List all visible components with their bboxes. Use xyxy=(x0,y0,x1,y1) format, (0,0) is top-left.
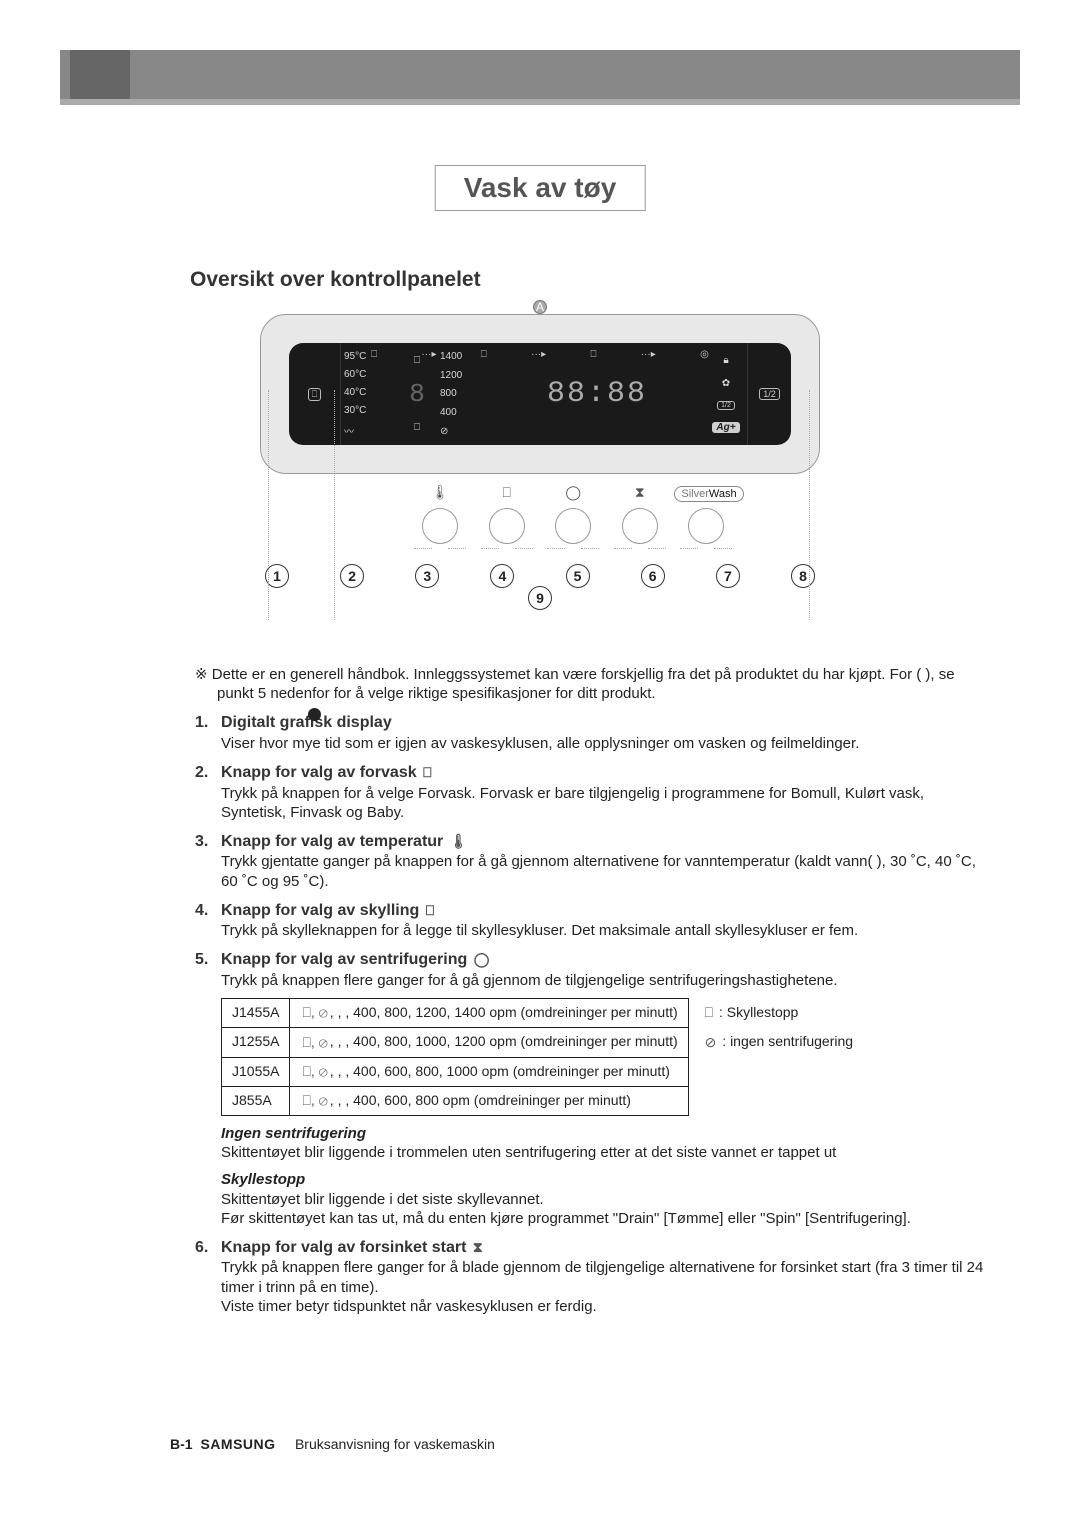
marker-3: 3 xyxy=(415,564,439,588)
delay-inline-icon: ⧗ xyxy=(473,1239,483,1257)
temp-30: 30°C xyxy=(344,405,394,416)
time-readout: 88:88 xyxy=(547,377,647,411)
model-cell: J1055A xyxy=(222,1057,290,1086)
water-icon: ✿ xyxy=(722,378,730,389)
seg7-left: 8 xyxy=(409,379,425,409)
display-panel: ⎕···▸ ⎕···▸ ⎕···▸ ◎ ⎕ 95°C 60°C 40°C 30°… xyxy=(260,314,820,474)
item-4: 4.Knapp for valg av skylling ⎕ Trykk på … xyxy=(195,901,990,941)
item-6: 6.Knapp for valg av forsinket start ⧗ Tr… xyxy=(195,1238,990,1316)
header-accent xyxy=(70,50,130,99)
top-tub-icon: ⎕ xyxy=(590,349,596,360)
rinse-bottom-icon: ⎕ xyxy=(414,422,420,433)
item-5: 5.Knapp for valg av sentrifugering ◯ Try… xyxy=(195,950,990,1228)
brand-name: SAMSUNG xyxy=(200,1436,275,1452)
footer-text: Bruksanvisning for vaskemaskin xyxy=(295,1436,495,1452)
header-bar xyxy=(60,50,1020,105)
page-number: B-1 xyxy=(170,1436,193,1452)
item-2: 2.Knapp for valg av forvask ⎕ Trykk på k… xyxy=(195,763,990,822)
dial-3 xyxy=(408,508,472,554)
top-rinse-icon: ⎕ xyxy=(481,349,487,360)
sub-no-spin-body: Skittentøyet blir liggende i trommelen u… xyxy=(221,1144,836,1161)
leader-2 xyxy=(334,390,335,620)
legend-no-spin: ⊘ : ingen sentrifugering xyxy=(688,1028,863,1057)
cold-icon: 〰 xyxy=(344,423,394,438)
basin-icon: ⎕ xyxy=(475,484,539,502)
control-panel-figure: A ⎕···▸ ⎕···▸ ⎕···▸ ◎ ⎕ 95°C 60°C 40°C 3… xyxy=(255,300,825,610)
spin-inline-icon: ◯ xyxy=(474,951,490,969)
dial-7 xyxy=(674,508,738,554)
sub-rinse-hold-title: Skyllestopp xyxy=(221,1170,990,1189)
dial-slot-2 xyxy=(342,508,406,554)
table-row: J1455A ⎕, ⊘, , , 400, 800, 1200, 1400 op… xyxy=(222,999,864,1028)
thermometer-inline-icon: 🌡︎ xyxy=(450,833,468,851)
marker-8: 8 xyxy=(791,564,815,588)
spin-1200: 1200 xyxy=(440,370,486,381)
dial-slot-1 xyxy=(275,508,339,554)
marker-7: 7 xyxy=(716,564,740,588)
half-load-label: 1/2 xyxy=(759,388,780,400)
marker-6: 6 xyxy=(641,564,665,588)
sub-rinse-hold-body: Skittentøyet blir liggende i det siste s… xyxy=(221,1191,911,1227)
spin-800: 800 xyxy=(440,388,486,399)
prewash-icon: ⎕ xyxy=(308,388,321,401)
filled-circle-icon xyxy=(308,708,321,721)
page-footer: B-1 SAMSUNG Bruksanvisning for vaskemask… xyxy=(170,1436,495,1452)
spin-400: 400 xyxy=(440,407,486,418)
spin-cycle-icon: ◯ xyxy=(541,484,605,502)
blank-cell-8 xyxy=(741,484,805,502)
model-cell: J1455A xyxy=(222,999,290,1028)
spin-speed-table: J1455A ⎕, ⊘, , , 400, 800, 1200, 1400 op… xyxy=(221,998,864,1116)
model-cell: J1255A xyxy=(222,1028,290,1057)
speed-cell: ⎕, ⊘, , , 400, 600, 800 opm (omdreininge… xyxy=(290,1086,688,1115)
speed-cell: ⎕, ⊘, , , 400, 600, 800, 1000 opm (omdre… xyxy=(290,1057,688,1086)
top-prewash-icon: ⎕ xyxy=(371,349,377,360)
basin-inline-icon: ⎕ xyxy=(426,902,434,920)
dial-4 xyxy=(475,508,539,554)
model-cell: J855A xyxy=(222,1086,290,1115)
number-markers: 1 2 3 4 5 6 7 8 xyxy=(255,556,825,588)
marker-9: 9 xyxy=(528,586,552,610)
leader-8 xyxy=(809,390,810,620)
leader-1 xyxy=(268,390,269,620)
prewash-inline-icon: ⎕ xyxy=(423,764,431,782)
temp-60: 60°C xyxy=(344,369,394,380)
page-title: Vask av tøy xyxy=(435,165,646,211)
no-spin-icon: ⊘ xyxy=(440,426,486,437)
blank-cell-2 xyxy=(342,484,406,502)
item-3: 3.Knapp for valg av temperatur 🌡︎ Trykk … xyxy=(195,832,990,891)
ag-plus-badge: Ag+ xyxy=(712,422,739,433)
blank-cell-1 xyxy=(275,484,339,502)
temp-40: 40°C xyxy=(344,387,394,398)
thermometer-icon: 🌡︎ xyxy=(408,484,472,502)
dial-5 xyxy=(541,508,605,554)
silverwash-badge: SilverWash xyxy=(674,486,743,502)
marker-2: 2 xyxy=(340,564,364,588)
top-spin-icon: ◎ xyxy=(700,349,709,360)
marker-A: A xyxy=(533,300,547,314)
speed-cell: ⎕, ⊘, , , 400, 800, 1000, 1200 opm (omdr… xyxy=(290,1028,688,1057)
dial-6 xyxy=(608,508,672,554)
table-row: J1255A ⎕, ⊘, , , 400, 800, 1000, 1200 op… xyxy=(222,1028,864,1057)
dial-slot-8 xyxy=(741,508,805,554)
general-note: ※ Dette er en generell håndbok. Innleggs… xyxy=(195,665,990,703)
speed-cell: ⎕, ⊘, , , 400, 800, 1200, 1400 opm (omdr… xyxy=(290,999,688,1028)
sub-no-spin-title: Ingen sentrifugering xyxy=(221,1124,990,1143)
table-row: J855A ⎕, ⊘, , , 400, 600, 800 opm (omdre… xyxy=(222,1086,864,1115)
table-row: J1055A ⎕, ⊘, , , 400, 600, 800, 1000 opm… xyxy=(222,1057,864,1086)
half-load-small-icon: 1/2 xyxy=(717,401,735,410)
delay-icon: ⧗ xyxy=(608,484,672,502)
marker-5: 5 xyxy=(566,564,590,588)
marker-4: 4 xyxy=(490,564,514,588)
legend-skyllestopp: ⎕ : Skyllestopp xyxy=(688,999,863,1028)
section-heading: Oversikt over kontrollpanelet xyxy=(190,268,481,292)
